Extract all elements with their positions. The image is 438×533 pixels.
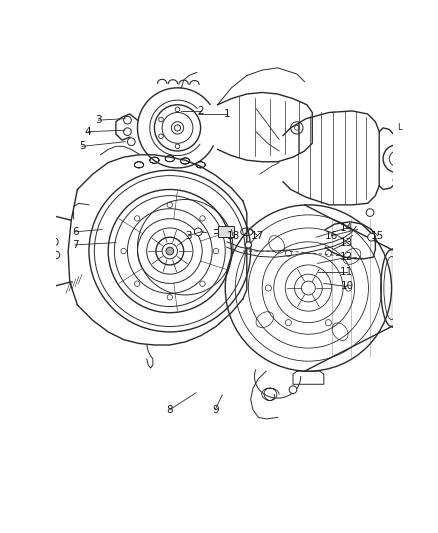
Text: 14: 14 <box>340 223 353 233</box>
Text: 8: 8 <box>166 405 173 415</box>
Circle shape <box>245 242 251 248</box>
Circle shape <box>367 233 375 241</box>
Text: 7: 7 <box>72 240 78 250</box>
Text: 11: 11 <box>340 267 353 277</box>
Text: 5: 5 <box>79 141 85 151</box>
Text: 9: 9 <box>212 405 219 415</box>
Text: 3: 3 <box>185 231 191 241</box>
Circle shape <box>50 238 58 246</box>
FancyBboxPatch shape <box>218 227 234 237</box>
Circle shape <box>46 225 54 233</box>
Text: 16: 16 <box>325 231 338 241</box>
Circle shape <box>166 247 173 255</box>
Circle shape <box>127 138 135 146</box>
Text: 4: 4 <box>85 127 92 137</box>
Circle shape <box>174 125 180 131</box>
Text: L: L <box>398 123 403 132</box>
Text: 13: 13 <box>340 238 353 248</box>
Polygon shape <box>392 244 420 333</box>
Circle shape <box>124 128 131 135</box>
Text: 6: 6 <box>72 227 78 237</box>
Circle shape <box>289 386 297 393</box>
Circle shape <box>52 251 60 259</box>
Text: 18: 18 <box>226 231 240 241</box>
Circle shape <box>124 116 131 124</box>
Text: 17: 17 <box>251 231 264 241</box>
Text: 1: 1 <box>223 109 230 119</box>
Circle shape <box>194 228 202 236</box>
Text: 12: 12 <box>340 252 353 262</box>
Text: 10: 10 <box>340 281 353 292</box>
Circle shape <box>366 209 374 216</box>
Text: 15: 15 <box>371 231 384 241</box>
Text: 3: 3 <box>95 115 102 125</box>
Circle shape <box>409 317 417 324</box>
Text: 2: 2 <box>197 106 204 116</box>
Circle shape <box>393 176 401 184</box>
